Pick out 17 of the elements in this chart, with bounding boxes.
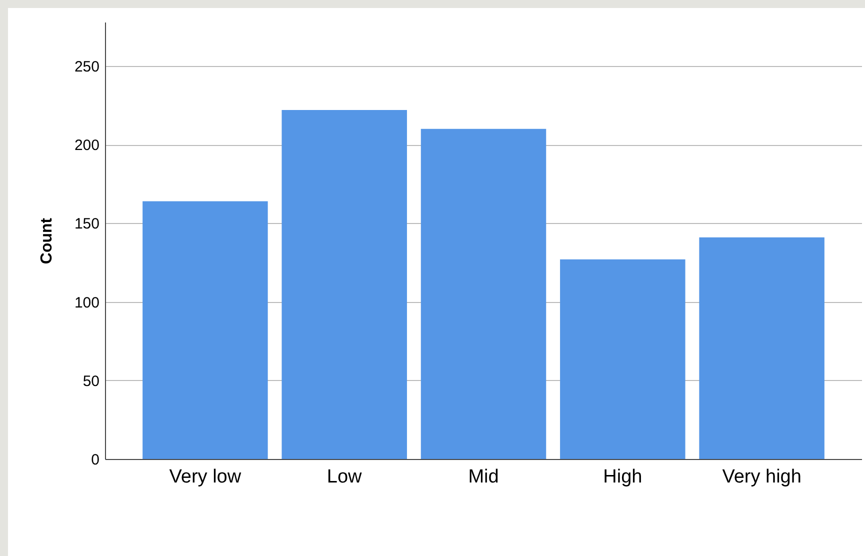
y-tick-label: 150: [74, 216, 100, 233]
y-tick-label: 50: [82, 372, 100, 390]
bar: [560, 259, 686, 459]
x-tick-label: Low: [326, 466, 362, 488]
y-tick-label: 200: [74, 137, 100, 154]
x-tick-label: Very high: [722, 466, 802, 488]
bar: [142, 201, 268, 459]
bar: [420, 128, 546, 459]
bar: [282, 110, 407, 459]
x-tick-label: High: [603, 466, 642, 488]
y-tick-label: 0: [91, 452, 100, 468]
x-tick-label: Very low: [169, 466, 242, 488]
y-axis-title: Count: [38, 217, 56, 264]
y-tick-label: 100: [74, 294, 100, 312]
y-tick-label: 250: [74, 58, 100, 76]
x-tick-label: Mid: [468, 466, 499, 488]
bar: [699, 237, 824, 459]
